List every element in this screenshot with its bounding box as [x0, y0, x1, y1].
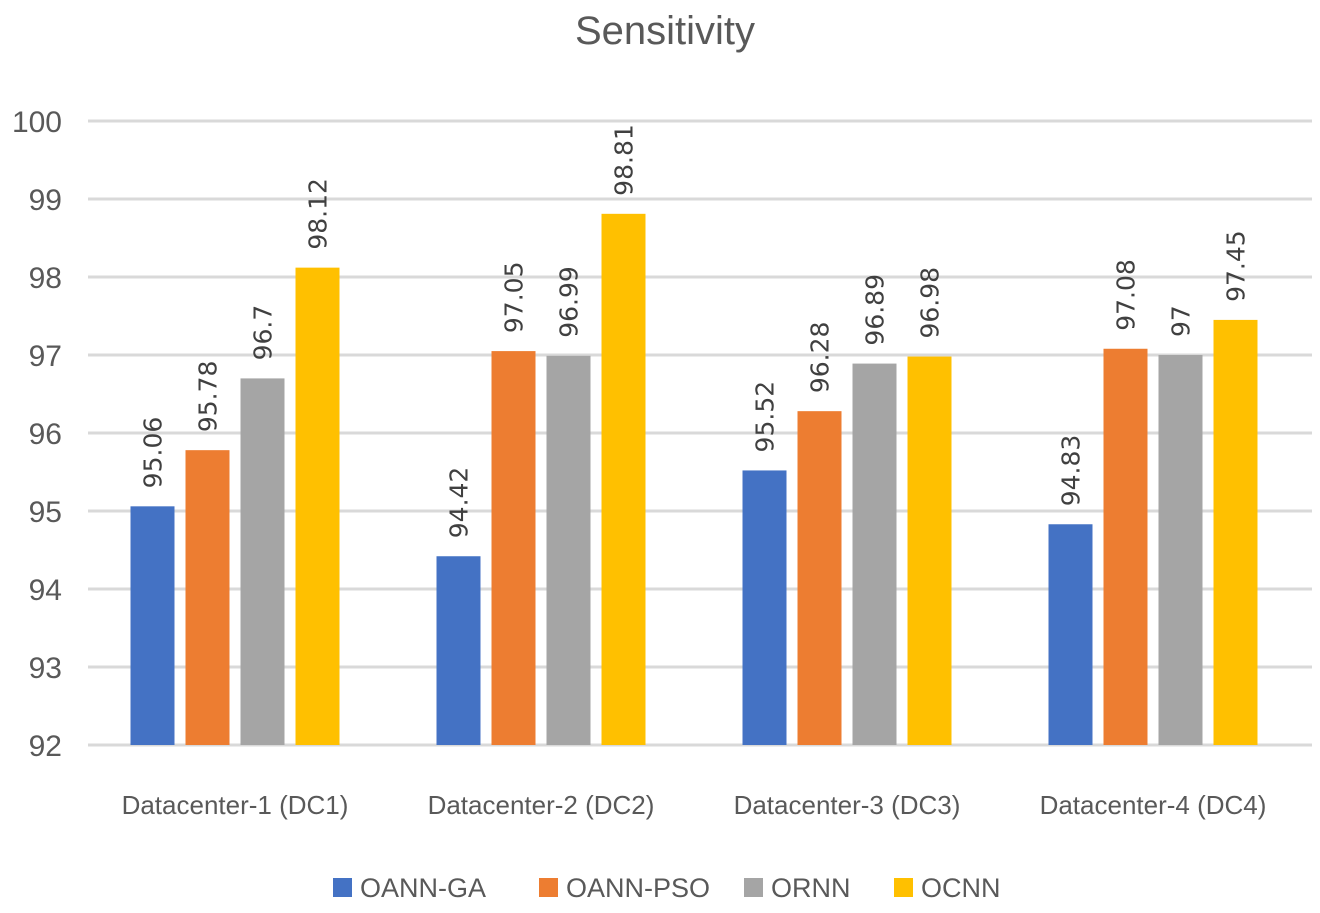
bar — [130, 506, 175, 745]
bar — [742, 470, 787, 745]
bar — [240, 378, 285, 745]
bar — [601, 213, 646, 745]
x-tick-label: Datacenter-4 (DC4) — [1040, 790, 1267, 820]
y-tick-label: 94 — [29, 574, 62, 607]
y-tick-label: 96 — [29, 418, 62, 451]
legend-swatch — [894, 878, 913, 897]
y-axis-ticks: 92 93 94 95 96 97 98 99 100 — [12, 106, 62, 763]
bar — [797, 411, 842, 745]
data-label: 96.28 — [806, 322, 835, 394]
y-tick-label: 98 — [29, 262, 62, 295]
legend-label: ORNN — [771, 873, 851, 903]
y-tick-label: 93 — [29, 652, 62, 685]
x-tick-label: Datacenter-3 (DC3) — [734, 790, 961, 820]
x-axis-ticks: Datacenter-1 (DC1) Datacenter-2 (DC2) Data… — [122, 790, 1267, 820]
data-label: 94.42 — [445, 467, 474, 539]
data-label: 95.78 — [194, 361, 223, 433]
data-label: 95.06 — [139, 417, 168, 489]
legend-swatch — [744, 878, 763, 897]
y-tick-label: 95 — [29, 496, 62, 529]
legend-swatch — [539, 878, 558, 897]
y-tick-label: 99 — [29, 184, 62, 217]
data-label: 96.89 — [861, 274, 890, 346]
bar — [907, 356, 952, 745]
bar — [1158, 355, 1203, 745]
bar — [1213, 319, 1258, 745]
y-tick-label: 97 — [29, 340, 62, 373]
legend-label: OANN-GA — [360, 873, 486, 903]
bar — [546, 355, 591, 745]
chart-title: Sensitivity — [575, 9, 755, 53]
bar — [185, 450, 230, 745]
data-label: 97.45 — [1222, 230, 1251, 302]
legend-label: OANN-PSO — [566, 873, 710, 903]
bars — [130, 213, 1258, 745]
bar — [852, 363, 897, 745]
data-labels: 95.06 95.78 96.7 98.12 94.42 97.05 96.99 98.81 9… — [139, 124, 1251, 538]
bar — [491, 351, 536, 745]
data-label: 98.81 — [610, 124, 639, 196]
bar — [436, 556, 481, 745]
y-tick-label: 92 — [29, 730, 62, 763]
data-label: 96.99 — [555, 266, 584, 338]
data-label: 97 — [1167, 305, 1196, 337]
data-label: 96.98 — [916, 267, 945, 339]
legend-swatch — [333, 878, 352, 897]
data-label: 97.05 — [500, 262, 529, 334]
legend-label: OCNN — [921, 873, 1001, 903]
gridlines — [88, 119, 1312, 747]
data-label: 94.83 — [1057, 435, 1086, 507]
x-tick-label: Datacenter-1 (DC1) — [122, 790, 349, 820]
data-label: 95.52 — [751, 381, 780, 453]
x-tick-label: Datacenter-2 (DC2) — [428, 790, 655, 820]
y-tick-label: 100 — [12, 106, 62, 139]
bar — [1103, 348, 1148, 745]
data-label: 98.12 — [304, 178, 333, 250]
data-label: 96.7 — [249, 305, 278, 361]
bar — [1048, 524, 1093, 745]
data-label: 97.08 — [1112, 259, 1141, 331]
bar — [295, 267, 340, 745]
legend: OANN-GA OANN-PSO ORNN OCNN — [333, 873, 1001, 903]
